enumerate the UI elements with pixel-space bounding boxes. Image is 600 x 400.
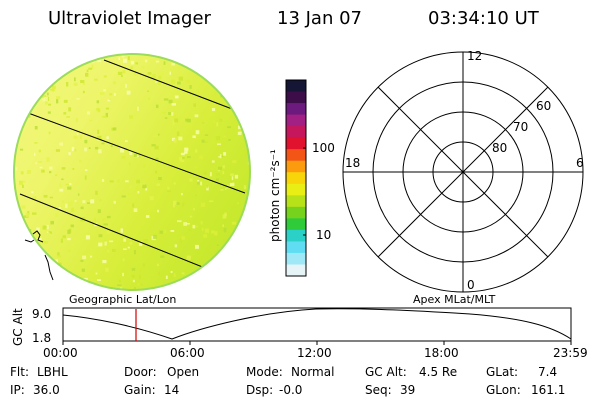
timeline-xtick: 06:00	[170, 346, 205, 360]
glon-label: GLon:	[486, 383, 521, 397]
coastline	[24, 230, 54, 281]
altitude-curve	[62, 308, 572, 340]
timeline-axis-label: GC Alt	[11, 308, 25, 346]
colorbar-band	[286, 252, 306, 265]
door-value: Open	[167, 365, 199, 379]
filter-label: Flt:	[10, 365, 29, 379]
mlat-label-80: 80	[492, 141, 507, 155]
colorbar-band	[286, 149, 306, 162]
colorbar-band	[286, 241, 306, 254]
ip-value: 36.0	[33, 383, 60, 397]
colorbar-band	[286, 114, 306, 127]
colorbar-band	[286, 137, 306, 150]
ip-label: IP:	[10, 383, 25, 397]
timeline-xtick: 23:59	[553, 346, 588, 360]
gain-label: Gain:	[124, 383, 156, 397]
gain-value: 14	[164, 383, 179, 397]
timeline-xtick: 12:00	[297, 346, 332, 360]
status-row-1: Flt: LBHL Door: Open Mode: Normal GC Alt…	[10, 365, 557, 379]
colorbar-tick-100: 100	[312, 141, 335, 155]
latitude-line	[103, 59, 241, 113]
instrument-title: Ultraviolet Imager	[48, 8, 212, 29]
colorbar-band	[286, 195, 306, 208]
mlt-label-0: 0	[467, 278, 475, 292]
colorbar-band	[286, 80, 306, 93]
colorbar-band	[286, 160, 306, 173]
colorbar-tick-10: 10	[316, 228, 331, 242]
color-scale-bar	[286, 80, 306, 277]
mlat-label-70: 70	[513, 120, 528, 134]
dsp-value: -0.0	[279, 383, 302, 397]
filter-value: LBHL	[37, 365, 68, 379]
polar-projection-caption: Apex MLat/MLT	[413, 293, 496, 306]
colorbar-band	[286, 206, 306, 219]
colorbar-band	[286, 172, 306, 185]
polar-grid	[342, 51, 584, 293]
mode-label: Mode:	[246, 365, 283, 379]
date-text: 13 Jan 07	[277, 8, 362, 29]
colorbar-band	[286, 183, 306, 196]
glat-value: 7.4	[538, 365, 557, 379]
glat-label: GLat:	[486, 365, 518, 379]
timeline-ytick-top: 9.0	[32, 307, 51, 321]
mlt-label-6: 6	[576, 156, 584, 170]
mlt-label-12: 12	[467, 49, 482, 63]
time-text: 03:34:10 UT	[428, 8, 540, 29]
colorbar-band	[286, 264, 306, 277]
timeline-xtick: 00:00	[43, 346, 78, 360]
colorbar-band	[286, 218, 306, 231]
mlat-label-60: 60	[536, 99, 551, 113]
door-label: Door:	[124, 365, 157, 379]
status-row-2: IP: 36.0 Gain: 14 Dsp: -0.0 Seq: 39 GLon…	[10, 383, 565, 397]
altitude-timeline	[62, 307, 572, 342]
colorbar-band	[286, 91, 306, 104]
latitude-line	[19, 109, 246, 194]
glon-value: 161.1	[531, 383, 565, 397]
timeline-ytick-bottom: 1.8	[32, 331, 51, 345]
gc-alt-label: GC Alt:	[365, 365, 407, 379]
seq-label: Seq:	[365, 383, 392, 397]
earth-image	[13, 53, 251, 291]
colorbar-unit-label: photon cm⁻²s⁻¹	[268, 149, 282, 242]
mlt-label-18: 18	[345, 156, 360, 170]
colorbar-band	[286, 126, 306, 139]
colorbar-band	[286, 103, 306, 116]
image-projection-caption: Geographic Lat/Lon	[69, 293, 176, 306]
dsp-label: Dsp:	[246, 383, 273, 397]
gc-alt-value: 4.5 Re	[419, 365, 457, 379]
colorbar-band	[286, 229, 306, 242]
timeline-xtick: 18:00	[424, 346, 459, 360]
seq-value: 39	[400, 383, 415, 397]
mode-value: Normal	[291, 365, 334, 379]
